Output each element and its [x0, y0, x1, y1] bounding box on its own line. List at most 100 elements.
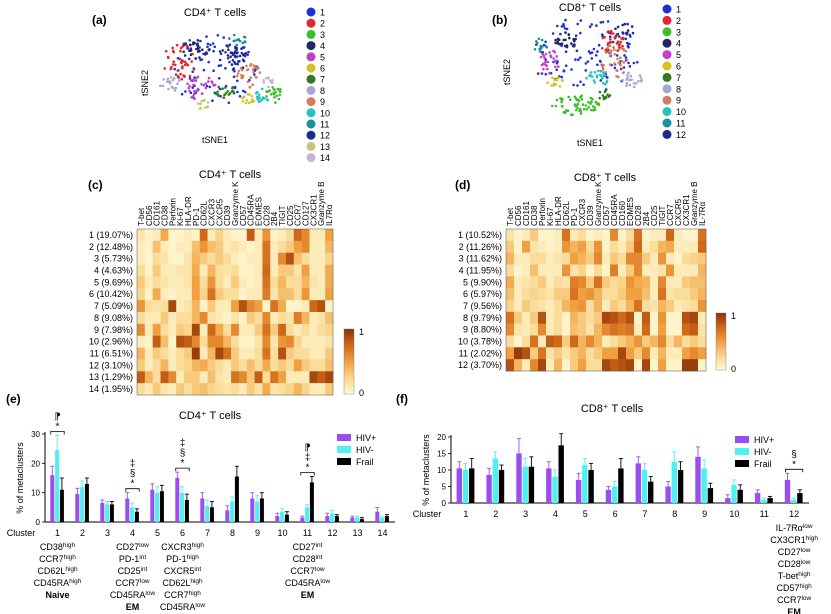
heatmap-row-label: 1 (19.07%): [89, 230, 133, 240]
tsne-point: [597, 69, 600, 73]
heatmap-cell: [199, 252, 208, 265]
heatmap-cell: [546, 252, 555, 265]
heatmap-border: [136, 228, 334, 396]
heatmap-cell: [254, 276, 263, 289]
tsne-point: [240, 68, 244, 72]
heatmap-cell: [594, 323, 603, 336]
heatmap-cell: [602, 335, 611, 348]
heatmap-cell: [666, 288, 675, 301]
heatmap-scale-bar: [715, 312, 727, 371]
tsne-point: [626, 29, 630, 32]
heatmap-cell: [246, 347, 255, 360]
heatmap-cell: [152, 240, 161, 254]
bar-HIV+-cluster-2: [75, 494, 80, 522]
tsne-point: [589, 71, 593, 74]
heatmap-cell: [207, 312, 216, 325]
significance-symbol: ‡: [305, 453, 311, 464]
tsne-point: [171, 63, 175, 66]
heatmap-cell: [137, 347, 146, 360]
heatmap-cell: [698, 335, 707, 348]
heatmap-cell: [650, 276, 659, 289]
heatmap-col-label: CD56: [514, 205, 523, 226]
tsne-point: [190, 60, 193, 63]
heatmap-cell: [578, 300, 587, 313]
tsne-point: [579, 19, 583, 22]
heatmap-row-label: 7 (5.09%): [94, 301, 133, 311]
tsne-point: [266, 90, 269, 93]
heatmap-cell: [538, 276, 547, 289]
bar-HIV+-cluster-1: [50, 475, 55, 522]
heatmap-cell: [176, 383, 185, 396]
tsne-point: [574, 34, 578, 37]
tsne-point: [257, 100, 261, 103]
tsne-point: [171, 78, 175, 82]
heatmap-cell: [682, 252, 691, 265]
heatmap-cell: [578, 240, 587, 253]
heatmap-cell: [506, 276, 515, 289]
bar-HIV--cluster-9: [701, 468, 707, 503]
significance-symbol: *: [181, 458, 185, 469]
heatmap-cell: [522, 300, 531, 313]
heatmap-cell: [554, 264, 563, 277]
legend-marker-2: [306, 18, 316, 28]
annotation-line: CD27low: [778, 547, 811, 557]
heatmap-cell: [586, 347, 595, 360]
heatmap-row-label: 8 (9.08%): [94, 313, 133, 323]
heatmap-cell: [137, 288, 146, 301]
heatmap-col-label: CD28: [262, 205, 271, 226]
tsne-point: [173, 67, 176, 71]
heatmap-col-label: TIGIT: [278, 205, 287, 226]
heatmap-cell: [642, 252, 651, 265]
tsne-point: [241, 41, 245, 45]
panel-a-xlabel: tSNE1: [202, 135, 228, 145]
heatmap-cell: [144, 323, 153, 337]
tsne-point: [232, 91, 236, 94]
panel-d-title: CD8⁺ T cells: [574, 172, 637, 184]
heatmap-cell: [546, 347, 555, 360]
x-tick-label: 2: [493, 509, 498, 519]
bar-Frail-cluster-11: [309, 482, 314, 522]
heatmap-cell: [285, 240, 295, 254]
heatmap-cell: [215, 347, 224, 360]
tsne-point: [610, 29, 613, 33]
legend-marker-7: [662, 72, 672, 82]
heatmap-cell: [254, 300, 263, 313]
tsne-point: [556, 24, 559, 28]
bar-HIV--cluster-5: [582, 465, 588, 503]
legend-label-5: 5: [320, 52, 325, 62]
heatmap-cell: [682, 311, 691, 324]
heatmap-cell: [246, 371, 255, 384]
tsne-point: [232, 33, 236, 37]
tsne-point: [586, 60, 590, 63]
heatmap-cell: [160, 229, 169, 242]
heatmap-cell: [618, 323, 627, 336]
heatmap-cell: [176, 240, 185, 254]
heatmap-cell: [309, 359, 318, 372]
tsne-point: [195, 43, 199, 46]
heatmap-cell: [293, 312, 302, 325]
heatmap-cell: [278, 300, 287, 313]
tsne-point: [240, 76, 243, 80]
heatmap-cell: [285, 323, 295, 337]
x-tick-label: 9: [702, 509, 707, 519]
tsne-point: [597, 102, 600, 105]
tsne-point: [543, 56, 546, 60]
legend-marker-8: [306, 85, 316, 95]
tsne-point: [622, 61, 626, 64]
heatmap-cell: [514, 264, 523, 277]
heatmap-cell: [674, 252, 683, 265]
tsne-point: [257, 66, 260, 70]
tsne-point: [233, 39, 236, 43]
heatmap-cell: [168, 264, 177, 277]
heatmap-cell: [231, 300, 240, 313]
tsne-point: [615, 69, 618, 72]
heatmap-cell: [538, 323, 547, 336]
tsne-point: [607, 44, 611, 47]
heatmap-cell: [207, 300, 216, 313]
heatmap-cell: [184, 371, 193, 384]
heatmap-cell: [191, 276, 201, 289]
heatmap-cell: [610, 240, 619, 253]
tsne-point: [576, 22, 579, 26]
heatmap-cell: [546, 300, 555, 313]
tsne-point: [587, 106, 591, 109]
